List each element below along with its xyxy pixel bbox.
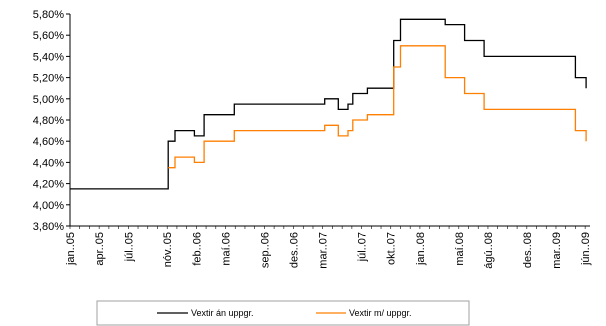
x-tick-label: apr..05 xyxy=(94,232,106,266)
series-line-1 xyxy=(168,45,587,169)
y-tick-label: 3,80% xyxy=(33,221,64,233)
x-tick-label: jún..09 xyxy=(580,232,592,266)
legend-box xyxy=(96,300,470,326)
x-tick-label: ágú..08 xyxy=(483,232,495,269)
x-tick-label: okt..07 xyxy=(386,232,398,265)
y-tick-label: 5,00% xyxy=(33,94,64,106)
x-tick-label: nóv..05 xyxy=(162,232,174,267)
x-tick-label: maí.06 xyxy=(221,232,233,266)
legend-label-0: Vextir án uppgr. xyxy=(191,308,254,318)
x-axis: jan..05 apr..05 júl..05 nóv..05 feb..06 maí.0… xyxy=(65,225,592,269)
x-tick-label: maí.08 xyxy=(454,232,466,266)
x-tick-label: jan..05 xyxy=(65,232,77,266)
y-axis: 3,80% 4,00% 4,20% 4,40% 4,60% 4,80% 5,00% 5,20%… xyxy=(33,9,71,233)
y-tick-label: 4,00% xyxy=(33,200,64,212)
x-tick-label: mar..07 xyxy=(318,232,330,269)
series-line-0 xyxy=(70,18,587,190)
x-tick-label: júl..05 xyxy=(123,232,135,262)
x-tick-label: mar..09 xyxy=(551,232,563,269)
legend: Vextir án uppgr. Vextir m/ uppgr. xyxy=(96,300,470,326)
x-tick-label: jan..08 xyxy=(415,232,427,266)
y-tick-label: 5,20% xyxy=(33,73,64,85)
x-tick-label: feb..06 xyxy=(191,232,203,266)
y-tick-label: 5,40% xyxy=(33,51,64,63)
series-layer xyxy=(70,18,587,190)
y-tick-label: 5,80% xyxy=(33,9,64,21)
x-tick-label: des..08 xyxy=(522,232,534,268)
legend-label-1: Vextir m/ uppgr. xyxy=(349,308,412,318)
y-tick-label: 4,60% xyxy=(33,136,64,148)
y-tick-label: 4,20% xyxy=(33,179,64,191)
x-tick-label: sep..06 xyxy=(259,232,271,268)
y-tick-label: 4,40% xyxy=(33,157,64,169)
x-tick-label: des..06 xyxy=(289,232,301,268)
x-tick-label: júl..07 xyxy=(357,232,369,262)
y-tick-label: 5,60% xyxy=(33,30,64,42)
y-tick-label: 4,80% xyxy=(33,115,64,127)
